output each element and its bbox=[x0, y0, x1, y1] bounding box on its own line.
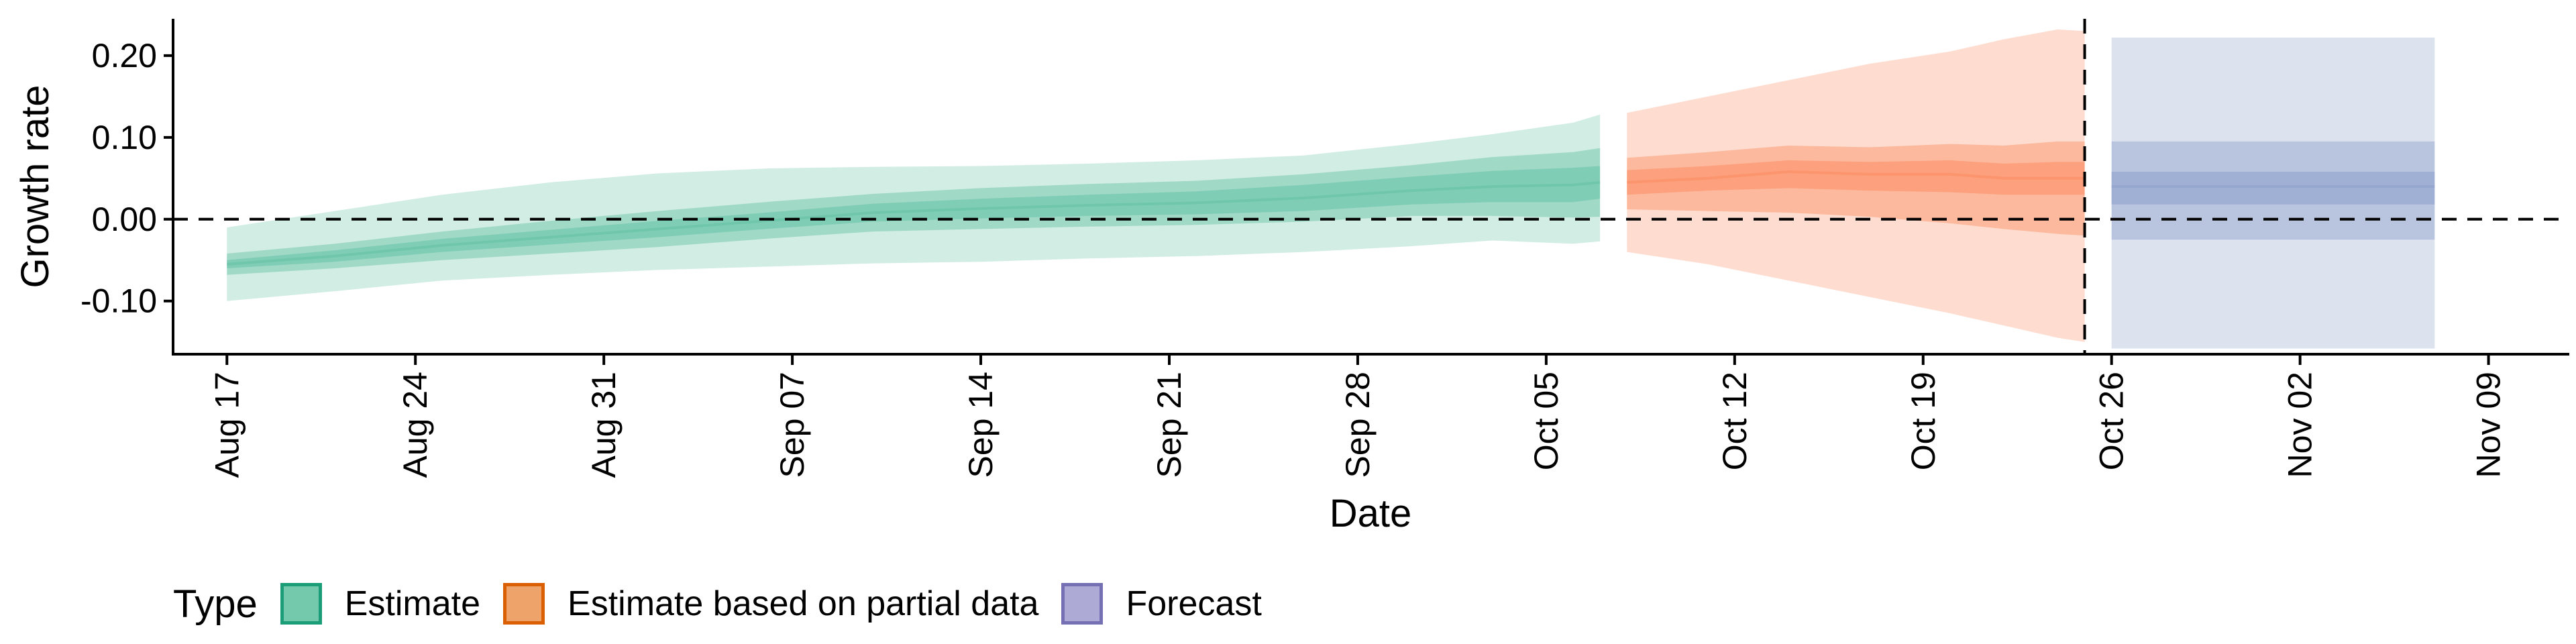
median-line-series-1 bbox=[1627, 170, 2085, 184]
legend-title: Type bbox=[173, 582, 258, 626]
legend-key-forecast bbox=[1061, 583, 1104, 625]
legend-key-estimate bbox=[280, 583, 322, 625]
legend-label-forecast: Forecast bbox=[1126, 584, 1262, 623]
x-tick-label: Aug 31 bbox=[585, 372, 623, 478]
x-tick-label: Oct 19 bbox=[1904, 372, 1942, 470]
y-tick-label: -0.10 bbox=[80, 282, 157, 320]
y-axis-ticks: -0.10 0.00 0.10 0.20 bbox=[80, 37, 173, 320]
x-tick-label: Aug 24 bbox=[396, 372, 434, 478]
legend-key-partial-estimate bbox=[503, 583, 545, 625]
uncertainty-bands bbox=[227, 29, 2435, 349]
x-tick-label: Sep 07 bbox=[773, 372, 811, 478]
x-tick-label: Sep 28 bbox=[1339, 372, 1377, 478]
median-lines bbox=[227, 170, 2435, 266]
y-tick-label: 0.20 bbox=[92, 37, 157, 74]
median-line-series-0 bbox=[227, 180, 1601, 266]
x-tick-label: Nov 09 bbox=[2470, 372, 2508, 478]
growth-rate-chart: -0.10 0.00 0.10 0.20 Aug 17 Aug 24 Aug 31 Sep … bbox=[13, 19, 2569, 535]
x-axis-title: Date bbox=[1330, 492, 1412, 535]
x-tick-label: Oct 12 bbox=[1716, 372, 1754, 470]
legend-label-partial-estimate: Estimate based on partial data bbox=[568, 584, 1039, 623]
band-inner-series-0 bbox=[227, 166, 1601, 268]
y-tick-label: 0.10 bbox=[92, 119, 157, 156]
x-tick-label: Sep 21 bbox=[1150, 372, 1188, 478]
y-axis-title: Growth rate bbox=[13, 85, 57, 288]
x-tick-label: Sep 14 bbox=[962, 372, 1000, 478]
x-tick-label: Oct 26 bbox=[2093, 372, 2131, 470]
x-tick-label: Oct 05 bbox=[1527, 372, 1565, 470]
x-axis-ticks: Aug 17 Aug 24 Aug 31 Sep 07 Sep 14 Sep 21 Sep … bbox=[208, 354, 2508, 478]
legend-label-estimate: Estimate bbox=[344, 584, 481, 623]
legend-item-estimate: Estimate bbox=[280, 583, 480, 625]
x-tick-label: Nov 02 bbox=[2282, 372, 2319, 478]
legend: Type Estimate Estimate based on partial … bbox=[173, 574, 1285, 634]
x-tick-label: Aug 17 bbox=[208, 372, 246, 478]
band-inner-series-2 bbox=[2111, 172, 2435, 205]
y-tick-label: 0.00 bbox=[92, 201, 157, 238]
band-inner-series-1 bbox=[1627, 160, 2085, 195]
legend-item-partial-estimate: Estimate based on partial data bbox=[503, 583, 1038, 625]
legend-item-forecast: Forecast bbox=[1061, 583, 1262, 625]
